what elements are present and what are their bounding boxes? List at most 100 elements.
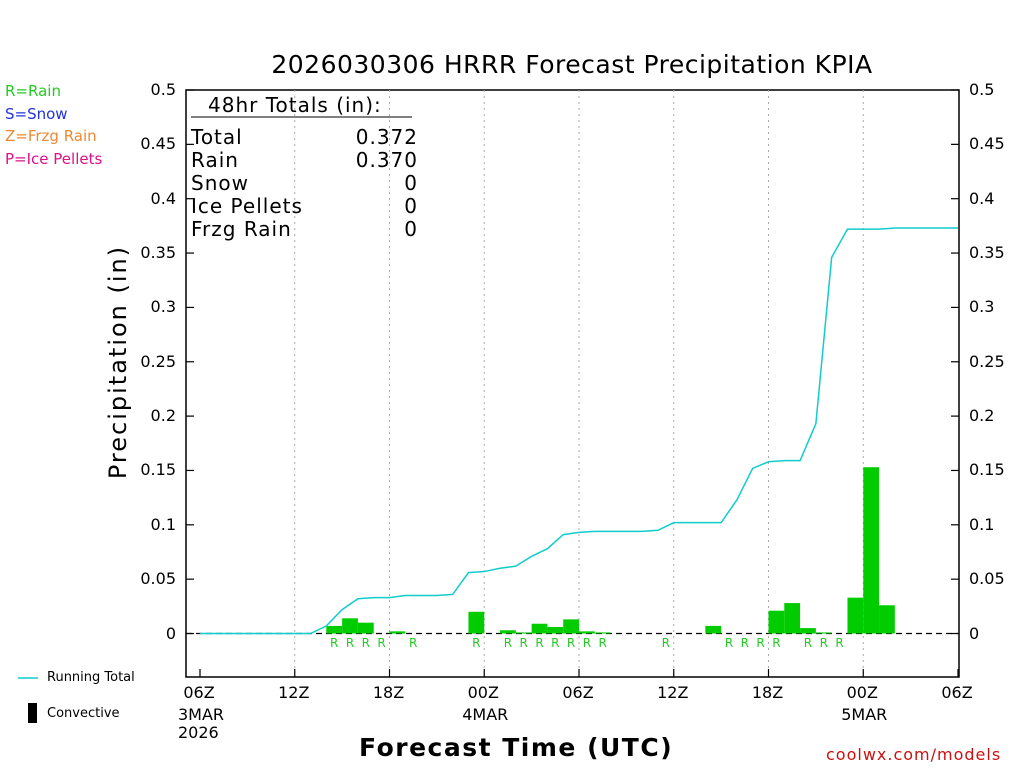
x-tick-label: 06Z (562, 683, 594, 702)
totals-label-total: Total (191, 125, 243, 149)
totals-value-ice-pellets: 0 (404, 194, 418, 218)
totals-value-total: 0.372 (355, 125, 418, 149)
ptype-marker: R (362, 636, 370, 650)
legend-ice-pellets: P=Ice Pellets (5, 150, 103, 168)
x-tick-label: 06Z (183, 683, 215, 702)
y-tick-label-right: 0.25 (969, 351, 1005, 371)
precip-bar (579, 631, 595, 634)
chart-title: 2026030306 HRRR Forecast Precipitation K… (271, 50, 873, 79)
y-tick-label-left: 0.15 (140, 460, 176, 480)
y-tick-label-right: 0.05 (969, 569, 1005, 589)
precip-bar (468, 611, 485, 634)
precip-bar (847, 597, 864, 634)
ptype-marker: R (804, 636, 812, 650)
legend-rain: R=Rain (5, 82, 61, 100)
totals-label-rain: Rain (191, 148, 239, 172)
totals-label-ice-pellets: Ice Pellets (191, 194, 303, 218)
ptype-marker: R (725, 636, 733, 650)
totals-header: 48hr Totals (in): (208, 93, 382, 117)
y-tick-label-right: 0.5 (969, 80, 995, 99)
y-tick-label-right: 0.2 (969, 406, 995, 426)
y-tick-label-right: 0.45 (969, 134, 1005, 154)
y-tick-label-left: 0 (165, 623, 176, 643)
precip-bar (879, 605, 895, 634)
x-date-label: 3MAR (178, 705, 225, 724)
ptype-marker: R (741, 636, 749, 650)
precip-bar (800, 628, 816, 634)
totals-value-freezing-rain: 0 (404, 217, 418, 241)
y-tick-label-right: 0.1 (969, 514, 995, 534)
x-tick-label: 06Z (941, 683, 973, 702)
footer-convective-label: Convective (47, 706, 120, 721)
y-tick-label-left: 0.1 (150, 514, 176, 534)
y-tick-label-right: 0 (969, 623, 980, 643)
totals-value-rain: 0.370 (355, 148, 418, 172)
precip-bar (531, 623, 548, 634)
precip-bar (515, 632, 532, 634)
totals-label-snow: Snow (191, 171, 249, 195)
ptype-marker: R (835, 636, 843, 650)
y-axis-label: Precipitation (in) (104, 244, 132, 480)
precip-bar (815, 632, 832, 634)
precip-bar (784, 603, 801, 634)
totals-value-snow: 0 (404, 171, 418, 195)
y-tick-label-left: 0.3 (150, 297, 176, 317)
y-tick-label-right: 0.3 (969, 297, 995, 317)
ptype-marker: R (551, 636, 559, 650)
y-tick-label-right: 0.15 (969, 460, 1005, 480)
x-tick-label: 00Z (467, 683, 499, 702)
ptype-marker: R (377, 636, 385, 650)
x-axis-label: Forecast Time (UTC) (359, 733, 674, 762)
x-tick-label: 12Z (278, 683, 310, 702)
precip-bar (563, 619, 579, 634)
ptype-marker: R (820, 636, 828, 650)
ptype-marker: R (662, 636, 670, 650)
footer-running-total-label: Running Total (47, 670, 135, 685)
precip-bar (863, 467, 880, 634)
precip-bar (594, 632, 611, 634)
ptype-marker: R (520, 636, 528, 650)
ptype-marker: R (504, 636, 512, 650)
precip-bar (357, 622, 374, 634)
ptype-marker: R (472, 636, 480, 650)
ptype-marker: R (583, 636, 591, 650)
y-tick-label-left: 0.5 (150, 80, 176, 99)
credit-link[interactable]: coolwx.com/models (826, 745, 1002, 764)
y-tick-label-right: 0.35 (969, 243, 1005, 263)
precip-bar (326, 625, 343, 634)
y-tick-label-left: 0.2 (150, 406, 176, 426)
precip-bar (342, 618, 358, 634)
totals-label-freezing-rain: Frzg Rain (191, 217, 292, 241)
x-date-label: 5MAR (841, 705, 888, 724)
legend-freezing-rain: Z=Frzg Rain (5, 127, 97, 145)
y-tick-label-left: 0.25 (140, 351, 176, 371)
precip-bar (547, 626, 564, 634)
y-tick-label-left: 0.35 (140, 243, 176, 263)
ptype-marker: R (409, 636, 417, 650)
plot-frame (185, 89, 960, 678)
ptype-marker: R (346, 636, 354, 650)
precip-bar (705, 625, 722, 634)
footer-convective-swatch (28, 703, 37, 723)
precip-bar (500, 630, 516, 634)
x-date-label: 2026 (178, 723, 219, 742)
ptype-marker: R (567, 636, 575, 650)
ptype-marker: R (772, 636, 780, 650)
x-tick-label: 18Z (372, 683, 405, 702)
x-tick-label: 00Z (846, 683, 878, 702)
y-tick-label-left: 0.05 (140, 569, 176, 589)
x-tick-label: 18Z (751, 683, 784, 702)
x-tick-label: 12Z (657, 683, 689, 702)
running-total-line (200, 227, 958, 635)
y-tick-label-left: 0.4 (150, 188, 176, 208)
ptype-marker: R (535, 636, 543, 650)
y-tick-label-left: 0.45 (140, 134, 176, 154)
y-tick-label-right: 0.4 (969, 188, 995, 208)
ptype-marker: R (756, 636, 764, 650)
ptype-marker: R (330, 636, 338, 650)
precip-bar (768, 610, 785, 634)
x-date-label: 4MAR (462, 705, 509, 724)
legend-snow: S=Snow (5, 105, 68, 123)
ptype-marker: R (599, 636, 607, 650)
